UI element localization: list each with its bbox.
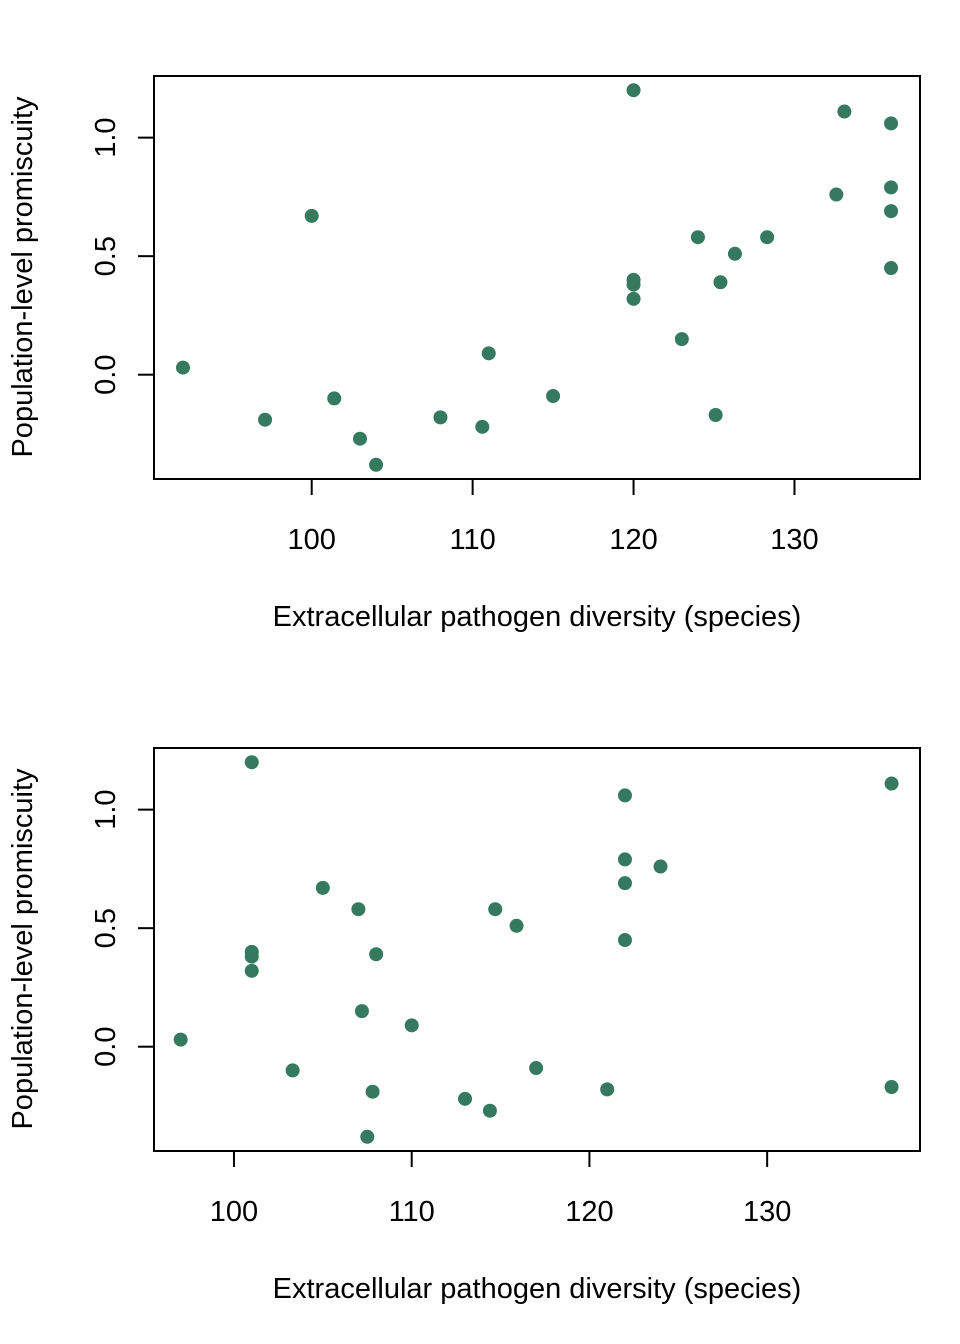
data-point xyxy=(354,1004,369,1019)
data-point xyxy=(529,1061,544,1076)
data-point xyxy=(173,1032,188,1047)
data-point xyxy=(175,360,190,375)
data-point xyxy=(713,275,728,290)
plot-frame xyxy=(153,747,921,1152)
y-axis-title: Population-level promiscuity xyxy=(7,768,39,1130)
data-point xyxy=(884,180,899,195)
data-point xyxy=(626,277,641,292)
data-point xyxy=(829,187,844,202)
data-point xyxy=(674,332,689,347)
data-point xyxy=(653,859,668,874)
data-point xyxy=(244,963,259,978)
data-point xyxy=(369,457,384,472)
y-tick-label: 1.0 xyxy=(90,789,122,829)
data-point xyxy=(360,1129,375,1144)
data-point xyxy=(352,431,367,446)
data-point xyxy=(837,104,852,119)
data-point xyxy=(884,261,899,276)
data-point xyxy=(727,246,742,261)
data-point xyxy=(244,949,259,964)
data-point xyxy=(617,852,632,867)
plot-frame xyxy=(153,75,921,480)
data-point xyxy=(600,1082,615,1097)
data-point xyxy=(626,291,641,306)
data-point xyxy=(315,880,330,895)
x-tick-label: 100 xyxy=(210,1196,258,1228)
y-tick-label: 1.0 xyxy=(90,117,122,157)
data-point xyxy=(884,1079,899,1094)
data-point xyxy=(884,776,899,791)
data-point xyxy=(884,204,899,219)
data-point xyxy=(617,876,632,891)
x-axis: 100 110 120 130 xyxy=(210,1151,791,1228)
data-point xyxy=(546,389,561,404)
data-point xyxy=(617,933,632,948)
data-point xyxy=(365,1084,380,1099)
scatter-panel-top: 100 110 120 130 0.0 0.5 1.0 Extracellular pat… xyxy=(7,75,921,633)
data-point xyxy=(327,391,342,406)
x-axis-title: Extracellular pathogen diversity (specie… xyxy=(273,601,802,633)
data-point xyxy=(458,1091,473,1106)
y-tick-label: 0.0 xyxy=(90,1027,122,1067)
data-point xyxy=(884,116,899,131)
y-axis: 0.0 0.5 1.0 xyxy=(90,117,154,395)
scatter-panel-bottom: 100 110 120 130 0.0 0.5 1.0 Extracellular pat… xyxy=(7,747,921,1305)
x-axis: 100 110 120 130 xyxy=(288,479,819,556)
data-point xyxy=(509,918,524,933)
x-tick-label: 110 xyxy=(450,524,496,556)
y-tick-label: 0.0 xyxy=(90,355,122,395)
data-point xyxy=(304,208,319,223)
data-point xyxy=(626,83,641,98)
data-point xyxy=(690,230,705,245)
y-tick-label: 0.5 xyxy=(90,908,122,948)
data-point xyxy=(482,1103,497,1118)
data-point xyxy=(351,902,366,917)
x-tick-label: 120 xyxy=(565,1196,613,1228)
x-tick-label: 130 xyxy=(743,1196,791,1228)
data-points xyxy=(175,83,899,472)
data-point xyxy=(244,755,259,770)
data-point xyxy=(488,902,503,917)
data-point xyxy=(475,419,490,434)
data-point xyxy=(433,410,448,425)
y-axis-title: Population-level promiscuity xyxy=(7,96,39,458)
data-point xyxy=(404,1018,419,1033)
x-tick-label: 120 xyxy=(609,524,657,556)
data-point xyxy=(369,947,384,962)
x-tick-label: 130 xyxy=(770,524,818,556)
data-point xyxy=(258,412,273,427)
x-axis-title: Extracellular pathogen diversity (specie… xyxy=(273,1273,802,1305)
y-tick-label: 0.5 xyxy=(90,236,122,276)
data-point xyxy=(481,346,496,361)
y-axis: 0.0 0.5 1.0 xyxy=(90,789,154,1067)
data-point xyxy=(617,788,632,803)
data-points xyxy=(173,755,899,1144)
data-point xyxy=(285,1063,300,1078)
x-tick-label: 110 xyxy=(389,1196,435,1228)
data-point xyxy=(760,230,775,245)
x-tick-label: 100 xyxy=(288,524,336,556)
data-point xyxy=(708,407,723,422)
